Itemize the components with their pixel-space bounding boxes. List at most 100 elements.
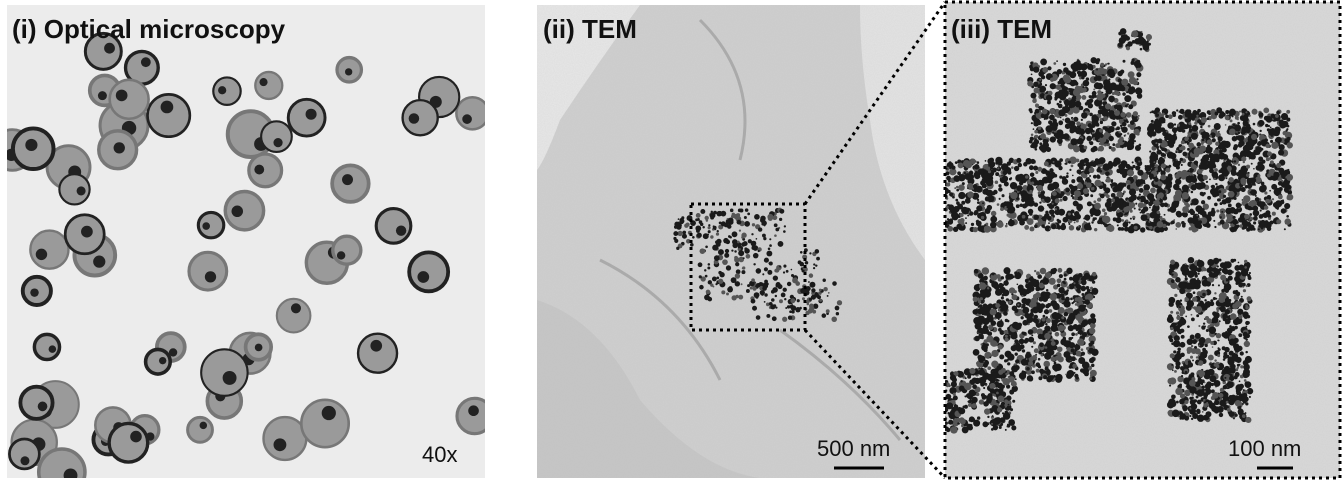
nanoparticle <box>1038 376 1042 380</box>
nanoparticle <box>697 218 700 221</box>
nanoparticle <box>1280 200 1285 205</box>
nanoparticle <box>1261 227 1264 230</box>
nanoparticle <box>1134 140 1136 142</box>
nanoparticle <box>735 295 739 299</box>
nanoparticle <box>704 269 706 271</box>
nanoparticle <box>1287 185 1292 190</box>
nanoparticle <box>969 368 975 374</box>
nanoparticle <box>1212 192 1217 197</box>
nanoparticle <box>1096 159 1102 165</box>
nanoparticle <box>997 167 999 169</box>
nanoparticle <box>1063 282 1066 285</box>
nanoparticle <box>1043 315 1046 318</box>
nanoparticle <box>1242 116 1248 122</box>
nanoparticle <box>756 238 758 240</box>
nanoparticle <box>1035 104 1039 108</box>
nanoparticle <box>1233 290 1237 294</box>
nanoparticle <box>1143 184 1150 191</box>
cell-nucleus <box>130 431 142 443</box>
nanoparticle <box>1171 394 1176 399</box>
nanoparticle <box>1129 189 1136 196</box>
nanoparticle <box>1261 148 1264 151</box>
nanoparticle <box>1121 79 1128 86</box>
nanoparticle <box>1111 121 1116 126</box>
nanoparticle <box>1047 178 1053 184</box>
nanoparticle <box>1053 268 1057 272</box>
nanoparticle <box>1287 194 1294 201</box>
nanoparticle <box>1099 134 1103 138</box>
nanoparticle <box>1129 226 1134 231</box>
nanoparticle <box>712 245 718 251</box>
cell-nucleus <box>200 422 207 429</box>
nanoparticle <box>735 262 739 266</box>
nanoparticle <box>952 196 955 199</box>
nanoparticle <box>1214 392 1219 397</box>
nanoparticle <box>1021 359 1028 366</box>
nanoparticle <box>1097 100 1102 105</box>
nanoparticle <box>1227 381 1234 388</box>
nanoparticle <box>1039 79 1041 81</box>
nanoparticle <box>706 219 708 221</box>
nanoparticle <box>999 426 1002 429</box>
cell <box>255 72 282 99</box>
nanoparticle <box>1241 185 1243 187</box>
nanoparticle <box>1076 121 1080 125</box>
nanoparticle <box>1081 348 1084 351</box>
nanoparticle <box>1138 208 1140 210</box>
nanoparticle <box>1278 194 1283 199</box>
nanoparticle <box>737 220 742 225</box>
nanoparticle <box>985 208 991 214</box>
nanoparticle <box>1138 161 1140 163</box>
nanoparticle <box>1218 131 1220 133</box>
nanoparticle <box>741 236 744 239</box>
nanoparticle <box>1161 163 1166 168</box>
nanoparticle <box>774 234 777 237</box>
nanoparticle <box>1197 260 1203 266</box>
nanoparticle <box>1245 351 1247 353</box>
nanoparticle <box>1197 267 1202 272</box>
nanoparticle <box>1182 405 1188 411</box>
nanoparticle <box>1063 217 1069 223</box>
nanoparticle <box>813 263 815 265</box>
nanoparticle <box>1036 271 1040 275</box>
nanoparticle <box>1209 327 1216 334</box>
nanoparticle <box>1046 147 1051 152</box>
nanoparticle <box>1200 351 1207 358</box>
nanoparticle <box>1073 201 1079 207</box>
nanoparticle <box>946 183 950 187</box>
nanoparticle <box>1166 130 1168 132</box>
nanoparticle <box>1149 151 1151 153</box>
nanoparticle <box>744 221 750 227</box>
nanoparticle <box>990 355 992 357</box>
nanoparticle <box>1175 222 1181 228</box>
nanoparticle <box>1067 286 1069 288</box>
nanoparticle <box>738 208 742 212</box>
nanoparticle <box>967 191 974 198</box>
nanoparticle <box>1017 304 1019 306</box>
nanoparticle <box>835 306 840 311</box>
nanoparticle <box>1162 140 1164 142</box>
nanoparticle <box>819 289 822 292</box>
nanoparticle <box>1151 120 1154 123</box>
nanoparticle <box>1086 347 1089 350</box>
nanoparticle <box>1187 148 1190 151</box>
nanoparticle <box>786 270 789 273</box>
nanoparticle <box>1060 117 1062 119</box>
nanoparticle <box>1178 115 1183 120</box>
cell <box>301 400 348 447</box>
nanoparticle <box>1195 306 1202 313</box>
nanoparticle <box>1133 218 1135 220</box>
nanoparticle <box>1058 359 1060 361</box>
nanoparticle <box>737 241 740 244</box>
nanoparticle <box>1016 185 1022 191</box>
nanoparticle <box>1083 188 1089 194</box>
nanoparticle <box>764 293 767 296</box>
nanoparticle <box>1267 173 1271 177</box>
nanoparticle <box>988 303 993 308</box>
nanoparticle <box>791 274 794 277</box>
nanoparticle <box>1253 221 1256 224</box>
nanoparticle <box>1238 164 1240 166</box>
nanoparticle <box>1131 101 1134 104</box>
nanoparticle <box>1233 338 1238 343</box>
nanoparticle <box>1074 142 1076 144</box>
